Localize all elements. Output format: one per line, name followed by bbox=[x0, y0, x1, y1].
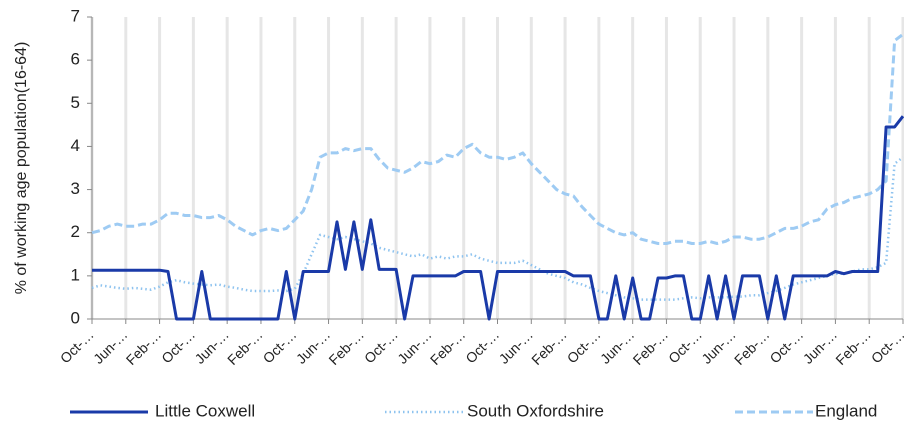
legend-label: Little Coxwell bbox=[155, 401, 255, 420]
x-tick-label: Feb-… bbox=[832, 326, 874, 368]
series-line bbox=[91, 33, 904, 245]
x-tick-label: Oct-… bbox=[564, 326, 604, 366]
y-axis-label: % of working age population(16-64) bbox=[13, 42, 30, 295]
y-tick-label: 1 bbox=[71, 265, 80, 284]
x-tick-label: Feb-… bbox=[224, 326, 266, 368]
x-tick-label: Feb-… bbox=[427, 326, 469, 368]
x-tick-label: Oct-… bbox=[665, 326, 705, 366]
x-tick-label: Oct-… bbox=[868, 326, 904, 366]
y-tick-label: 7 bbox=[71, 6, 80, 25]
x-tick-label: Feb-… bbox=[528, 326, 570, 368]
legend-label: England bbox=[815, 401, 877, 420]
x-tick-label: Oct-… bbox=[462, 326, 502, 366]
x-tick-label: Jun-… bbox=[394, 326, 434, 366]
y-tick-label: 0 bbox=[71, 308, 80, 327]
x-tick-label: Feb-… bbox=[731, 326, 773, 368]
x-tick-label: Oct-… bbox=[766, 326, 806, 366]
y-tick-label: 3 bbox=[71, 179, 80, 198]
x-tick-label: Feb-… bbox=[630, 326, 672, 368]
x-tick-label: Oct-… bbox=[260, 326, 300, 366]
legend-label: South Oxfordshire bbox=[467, 401, 604, 420]
x-tick-label: Jun-… bbox=[90, 326, 130, 366]
y-tick-label: 4 bbox=[71, 136, 80, 155]
x-tick-label: Jun-… bbox=[293, 326, 333, 366]
series-line bbox=[92, 115, 904, 321]
x-tick-label: Feb-… bbox=[325, 326, 367, 368]
x-tick-label: Oct-… bbox=[361, 326, 401, 366]
x-tick-label: Jun-… bbox=[496, 326, 536, 366]
x-tick-label: Oct-… bbox=[158, 326, 198, 366]
x-tick-label: Jun-… bbox=[191, 326, 231, 366]
y-tick-label: 2 bbox=[71, 222, 80, 241]
x-tick-label: Jun-… bbox=[597, 326, 637, 366]
x-tick-label: Feb-… bbox=[123, 326, 165, 368]
y-tick-label: 5 bbox=[71, 93, 80, 112]
series-line bbox=[91, 156, 904, 301]
y-tick-label: 6 bbox=[71, 50, 80, 69]
x-tick-label: Jun-… bbox=[800, 326, 840, 366]
x-tick-label: Oct-… bbox=[57, 326, 97, 366]
x-tick-label: Jun-… bbox=[698, 326, 738, 366]
